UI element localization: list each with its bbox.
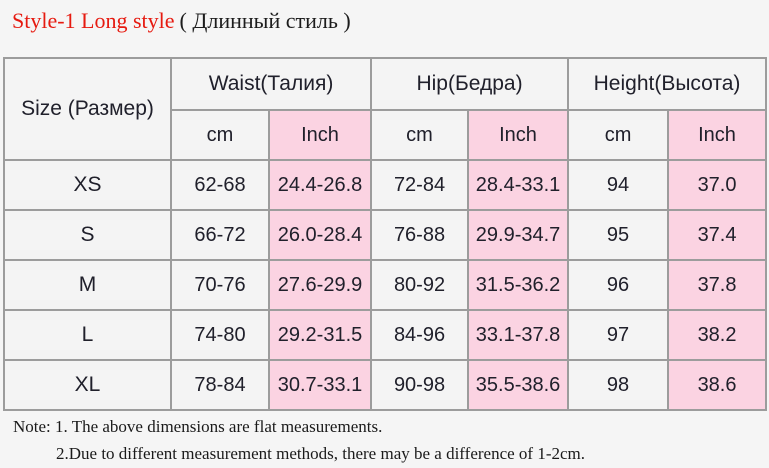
value-cell: 98 — [567, 359, 670, 411]
notes: Note: 1. The above dimensions are flat m… — [13, 413, 585, 467]
size-cell: XS — [3, 159, 172, 211]
size-cell: XL — [3, 359, 172, 411]
height-cm-header: cm — [567, 109, 670, 161]
height-group-header: Height(Высота) — [567, 57, 768, 111]
hip-inch-header: Inch — [467, 109, 570, 161]
value-cell: 29.9-34.7 — [467, 209, 570, 261]
value-cell: 29.2-31.5 — [267, 309, 373, 361]
value-cell: 37.8 — [667, 259, 768, 311]
value-cell: 35.5-38.6 — [467, 359, 570, 411]
value-cell: 37.0 — [667, 159, 768, 211]
value-cell: 30.7-33.1 — [267, 359, 373, 411]
table-row-m: M 70-76 27.6-29.9 80-92 31.5-36.2 96 37.… — [3, 259, 768, 311]
size-column-header: Size (Размер) — [3, 57, 172, 161]
header-group-row: Size (Размер) Waist(Талия) Hip(Бедра) He… — [3, 57, 768, 161]
value-cell: 95 — [567, 209, 670, 261]
value-cell: 24.4-26.8 — [267, 159, 373, 211]
value-cell: 33.1-37.8 — [467, 309, 570, 361]
table-row-l: L 74-80 29.2-31.5 84-96 33.1-37.8 97 38.… — [3, 309, 768, 361]
value-cell: 66-72 — [170, 209, 270, 261]
value-cell: 90-98 — [370, 359, 470, 411]
size-chart-table: Size (Размер) Waist(Талия) Hip(Бедра) He… — [3, 57, 768, 411]
value-cell: 70-76 — [170, 259, 270, 311]
value-cell: 62-68 — [170, 159, 270, 211]
value-cell: 96 — [567, 259, 670, 311]
waist-cm-header: cm — [170, 109, 270, 161]
hip-group-header: Hip(Бедра) — [370, 57, 570, 111]
value-cell: 80-92 — [370, 259, 470, 311]
height-inch-header: Inch — [667, 109, 768, 161]
value-cell: 76-88 — [370, 209, 470, 261]
title-translation: ( Длинный стиль ) — [179, 8, 351, 33]
title-style-name: Style-1 Long style — [12, 8, 175, 33]
value-cell: 38.2 — [667, 309, 768, 361]
value-cell: 74-80 — [170, 309, 270, 361]
note-line-2: 2.Due to different measurement methods, … — [56, 444, 586, 463]
value-cell: 26.0-28.4 — [267, 209, 373, 261]
table-row-xl: XL 78-84 30.7-33.1 90-98 35.5-38.6 98 38… — [3, 359, 768, 411]
size-cell: L — [3, 309, 172, 361]
table-row-s: S 66-72 26.0-28.4 76-88 29.9-34.7 95 37.… — [3, 209, 768, 261]
waist-group-header: Waist(Талия) — [169, 57, 373, 111]
chart-title: Style-1 Long style( Длинный стиль ) — [12, 8, 351, 34]
note-line-1: Note: 1. The above dimensions are flat m… — [13, 417, 383, 436]
value-cell: 37.4 — [667, 209, 768, 261]
header-unit-row: cm Inch cm Inch cm Inch — [4, 109, 768, 161]
hip-cm-header: cm — [370, 109, 470, 161]
waist-inch-header: Inch — [267, 109, 373, 161]
value-cell: 78-84 — [170, 359, 270, 411]
table-row-xs: XS 62-68 24.4-26.8 72-84 28.4-33.1 94 37… — [3, 159, 768, 211]
value-cell: 97 — [567, 309, 670, 361]
value-cell: 72-84 — [370, 159, 470, 211]
value-cell: 27.6-29.9 — [267, 259, 373, 311]
size-cell: S — [3, 209, 172, 261]
value-cell: 84-96 — [370, 309, 470, 361]
value-cell: 28.4-33.1 — [467, 159, 570, 211]
value-cell: 31.5-36.2 — [467, 259, 570, 311]
size-cell: M — [3, 259, 172, 311]
value-cell: 94 — [567, 159, 670, 211]
value-cell: 38.6 — [667, 359, 768, 411]
